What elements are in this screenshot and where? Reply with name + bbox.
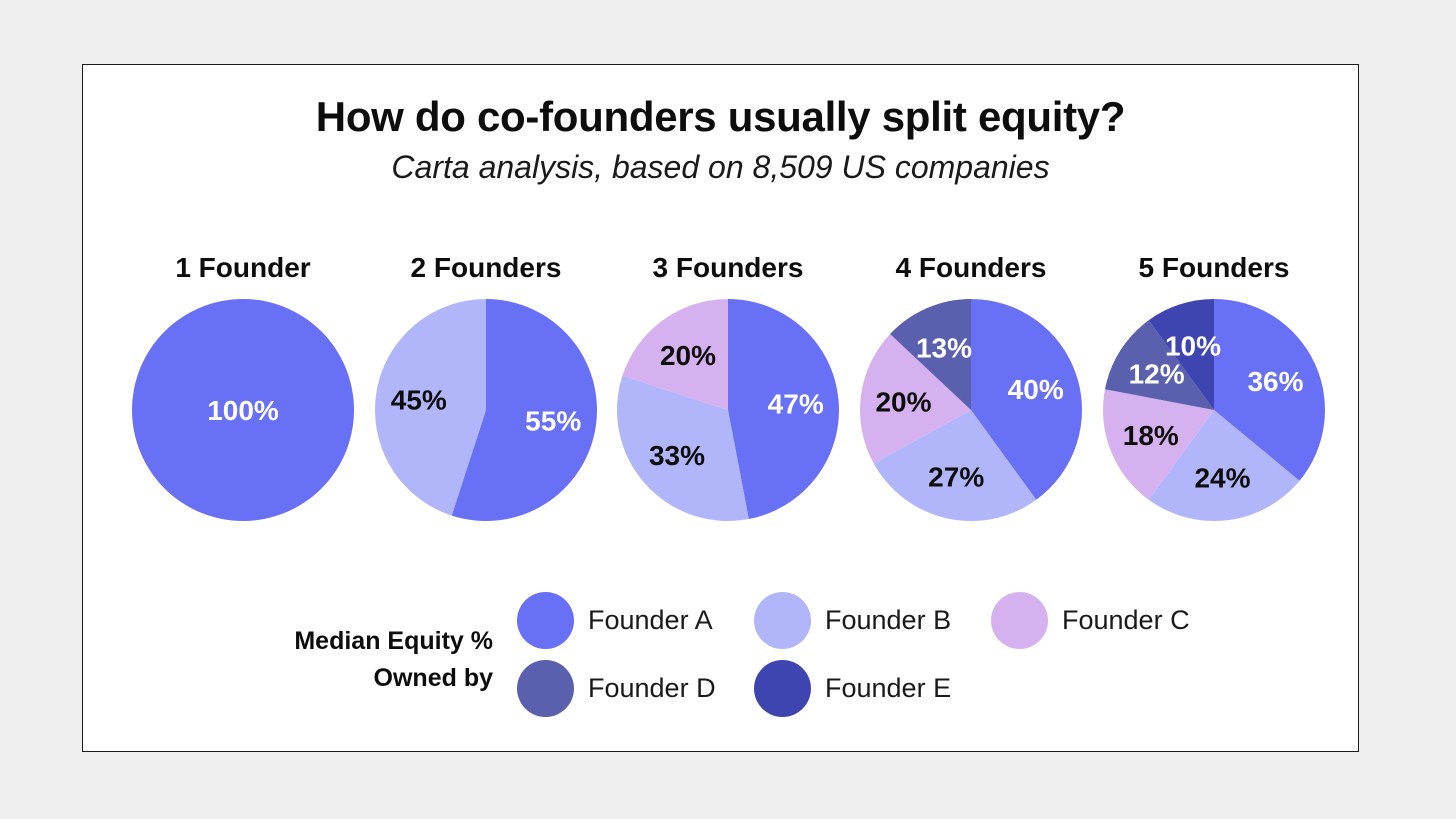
legend-label-founder-b: Founder B	[825, 604, 952, 635]
pie-4-founders: 4 Founders 40% 27% 20% 13%	[860, 252, 1082, 521]
pie-slice-founder-c	[860, 334, 971, 464]
pie-3-founders: 3 Founders 47% 33% 20%	[616, 252, 839, 521]
pie-title: 3 Founders	[653, 252, 804, 283]
pie-slice-label: 24%	[1194, 463, 1250, 494]
pie-slice-founder-a	[728, 299, 839, 520]
pie-slice-label: 40%	[1008, 374, 1064, 405]
legend-label-founder-a: Founder A	[588, 604, 713, 635]
pie-charts: 1 Founder 100% 2 Founders 55% 45% 3 Founders 4…	[132, 252, 1325, 521]
legend-swatch-founder-c	[991, 591, 1048, 649]
legend-item-founder-a: Founder A	[517, 591, 713, 649]
legend-title-line1: Median Equity %	[294, 627, 493, 655]
pie-slice-label: 20%	[660, 340, 716, 371]
pie-slice-founder-d	[890, 299, 971, 410]
pie-slice-label: 27%	[928, 461, 984, 492]
legend-swatch-founder-a	[517, 591, 574, 649]
pie-title: 1 Founder	[175, 252, 310, 283]
chart-subtitle: Carta analysis, based on 8,509 US compan…	[391, 149, 1050, 185]
pie-2-founders: 2 Founders 55% 45%	[374, 252, 597, 521]
pie-slice-founder-a	[971, 299, 1082, 500]
pie-5-founders: 5 Founders 36% 24% 18% 12%10%	[1103, 252, 1325, 521]
pie-slice-label: 36%	[1247, 366, 1303, 397]
pie-1-founder: 1 Founder 100%	[132, 252, 354, 521]
pie-slice-label: 12%	[1129, 359, 1185, 390]
legend-item-founder-e: Founder E	[754, 659, 951, 717]
legend-item-founder-d: Founder D	[517, 659, 716, 717]
pie-slice-label: 10%	[1165, 330, 1221, 361]
pie-title: 2 Founders	[411, 252, 562, 283]
pie-slice-founder-a	[451, 299, 597, 521]
pie-slice-label: 18%	[1123, 420, 1179, 451]
legend-item-founder-c: Founder C	[991, 591, 1190, 649]
legend-label-founder-c: Founder C	[1062, 604, 1190, 635]
pie-slice-founder-e	[1148, 299, 1214, 410]
pie-title: 5 Founders	[1139, 252, 1290, 283]
legend-swatch-founder-e	[754, 659, 811, 717]
pie-slice-founder-b	[616, 375, 749, 521]
pie-slice-founder-b	[1148, 410, 1300, 521]
chart-title: How do co-founders usually split equity?	[315, 93, 1126, 140]
legend-item-founder-b: Founder B	[754, 591, 951, 649]
pie-slice-founder-b	[873, 410, 1037, 521]
chart-card: How do co-founders usually split equity?…	[82, 64, 1359, 752]
pie-slice-label: 45%	[391, 384, 447, 415]
pie-slice-founder-b	[374, 299, 486, 516]
pie-slice-label: 20%	[875, 387, 931, 418]
legend-swatch-founder-b	[754, 591, 811, 649]
legend-label-founder-d: Founder D	[588, 672, 716, 703]
legend-title: Median Equity % Owned by	[253, 623, 493, 697]
pie-title: 4 Founders	[896, 252, 1047, 283]
pie-slice-founder-c	[622, 299, 728, 410]
legend-label-founder-e: Founder E	[825, 672, 952, 703]
pie-slice-label: 55%	[525, 406, 581, 437]
pie-slice-label: 33%	[649, 440, 705, 471]
pie-slice-founder-c	[1103, 389, 1214, 500]
legend-title-line2: Owned by	[373, 664, 493, 692]
pie-slice-label: 47%	[768, 389, 824, 420]
pie-slice-label: 100%	[207, 395, 279, 426]
pie-slice-label: 13%	[916, 333, 972, 364]
pie-slice-founder-d	[1104, 320, 1214, 410]
legend-swatch-founder-d	[517, 659, 574, 717]
pie-slice-founder-a	[1214, 299, 1325, 481]
pie-slice-founder-a	[132, 299, 354, 521]
